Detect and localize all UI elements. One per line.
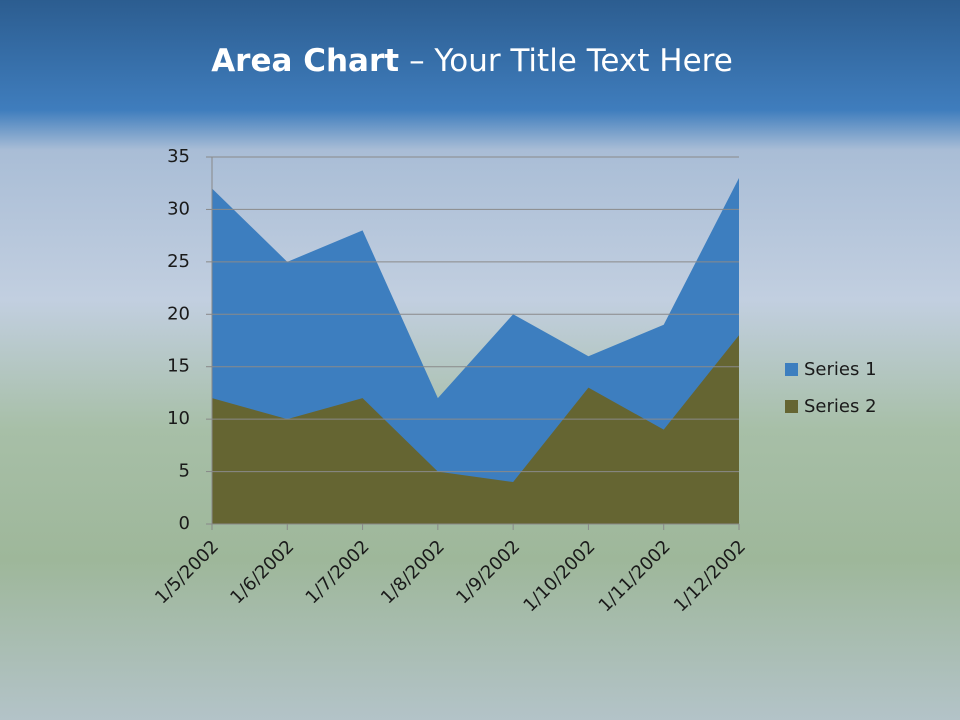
y-tick-label: 5 [179,461,190,482]
x-tick-label: 1/7/2002 [302,536,374,608]
chart-title: Area Chart – Your Title Text Here [211,43,733,79]
legend-swatch [785,363,798,376]
area [212,335,739,524]
y-tick-label: 30 [167,198,190,219]
x-tick-label: 1/6/2002 [226,536,298,608]
y-tick-label: 20 [167,303,190,324]
title-text: – Your Title Text Here [409,43,733,79]
y-tick-label: 15 [167,356,190,377]
legend-label: Series 2 [804,396,877,417]
y-tick-label: 0 [179,513,190,534]
legend-label: Series 1 [804,359,877,380]
x-tick-label: 1/5/2002 [151,536,223,608]
title-bold: Area Chart [211,43,399,79]
x-tick-label: 1/9/2002 [452,536,524,608]
y-tick-label: 35 [167,146,190,167]
x-tick-label: 1/12/2002 [670,536,750,616]
y-tick-label: 10 [167,408,190,429]
x-tick-label: 1/10/2002 [519,536,599,616]
x-tick-label: 1/11/2002 [595,536,675,616]
x-tick-label: 1/8/2002 [377,536,449,608]
y-tick-label: 25 [167,251,190,272]
legend-swatch [785,400,798,413]
